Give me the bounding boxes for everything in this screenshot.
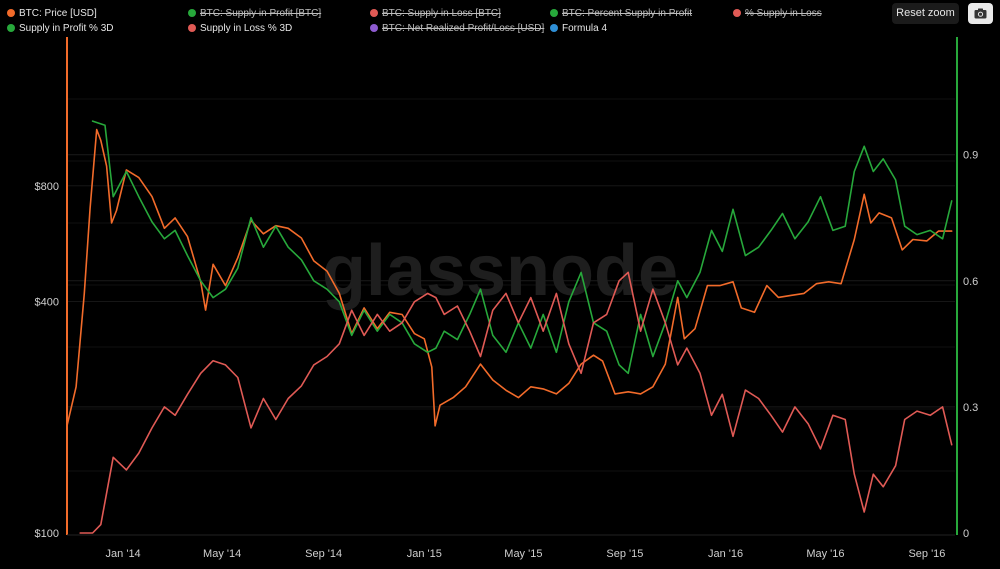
- legend-label: BTC: Price [USD]: [19, 8, 97, 19]
- legend-item-2[interactable]: BTC: Supply in Loss [BTC]: [370, 8, 501, 19]
- x-tick-label: Jan '15: [407, 548, 442, 560]
- y-right-tick-label: 0: [963, 528, 969, 540]
- y-left-tick-label: $800: [35, 181, 59, 193]
- y-left-tick-label: $400: [35, 297, 59, 309]
- y-axis-left-labels: $100 $400 $800: [35, 181, 59, 540]
- gridlines: [67, 98, 955, 472]
- legend-label: % Supply in Loss: [745, 8, 822, 19]
- y-right-tick-label: 0.9: [963, 150, 978, 162]
- reset-zoom-button[interactable]: Reset zoom: [892, 3, 959, 24]
- export-image-button[interactable]: [968, 3, 993, 24]
- camera-icon: [974, 8, 987, 19]
- legend-label: Supply in Loss % 3D: [200, 23, 293, 34]
- legend-item-7[interactable]: BTC: Net Realized Profit/Loss [USD]: [370, 23, 544, 34]
- watermark: glassnode: [322, 231, 678, 311]
- series-line-supply-in-loss-3d[interactable]: [79, 271, 953, 534]
- y-right-tick-label: 0.6: [963, 276, 978, 288]
- x-tick-label: May '14: [203, 548, 241, 560]
- legend-label: Formula 4: [562, 23, 608, 34]
- legend-item-5[interactable]: Supply in Profit % 3D: [7, 23, 114, 34]
- legend-item-8[interactable]: Formula 4: [550, 23, 607, 34]
- legend-item-0[interactable]: BTC: Price [USD]: [7, 8, 97, 19]
- legend-swatch: [7, 9, 15, 17]
- series-lines: [66, 120, 953, 534]
- legend-swatch: [733, 9, 741, 17]
- legend-swatch: [370, 9, 378, 17]
- x-tick-label: Jan '16: [708, 548, 743, 560]
- x-tick-label: May '16: [806, 548, 844, 560]
- y-right-tick-label: 0.3: [963, 402, 978, 414]
- x-tick-label: Sep '15: [606, 548, 643, 560]
- y-axis-right-labels: 0 0.3 0.6 0.9: [963, 150, 978, 540]
- legend-swatch: [7, 24, 15, 32]
- x-tick-label: Jan '14: [106, 548, 141, 560]
- legend: BTC: Price [USD] BTC: Supply in Profit [B…: [0, 0, 880, 40]
- legend-item-4[interactable]: % Supply in Loss: [733, 8, 822, 19]
- legend-swatch: [550, 24, 558, 32]
- legend-item-6[interactable]: Supply in Loss % 3D: [188, 23, 292, 34]
- legend-label: BTC: Percent Supply in Profit: [562, 8, 693, 19]
- series-line-supply-in-profit-3d[interactable]: [91, 120, 953, 375]
- x-tick-label: May '15: [504, 548, 542, 560]
- legend-swatch: [370, 24, 378, 32]
- legend-item-1[interactable]: BTC: Supply in Profit [BTC]: [188, 8, 321, 19]
- legend-swatch: [550, 9, 558, 17]
- legend-label: Supply in Profit % 3D: [19, 23, 114, 34]
- legend-item-3[interactable]: BTC: Percent Supply in Profit: [550, 8, 692, 19]
- legend-swatch: [188, 24, 196, 32]
- x-axis-labels: Jan '14 May '14 Sep '14 Jan '15 May '15 Sep '…: [106, 548, 946, 560]
- series-line-btc-price-usd-[interactable]: [66, 128, 953, 427]
- y-left-tick-label: $100: [35, 528, 59, 540]
- legend-swatch: [188, 9, 196, 17]
- legend-label: BTC: Supply in Profit [BTC]: [200, 8, 322, 19]
- legend-label: BTC: Supply in Loss [BTC]: [382, 8, 501, 19]
- axes: [66, 37, 958, 536]
- x-tick-label: Sep '14: [305, 548, 342, 560]
- legend-label: BTC: Net Realized Profit/Loss [USD]: [382, 23, 545, 34]
- x-tick-label: Sep '16: [908, 548, 945, 560]
